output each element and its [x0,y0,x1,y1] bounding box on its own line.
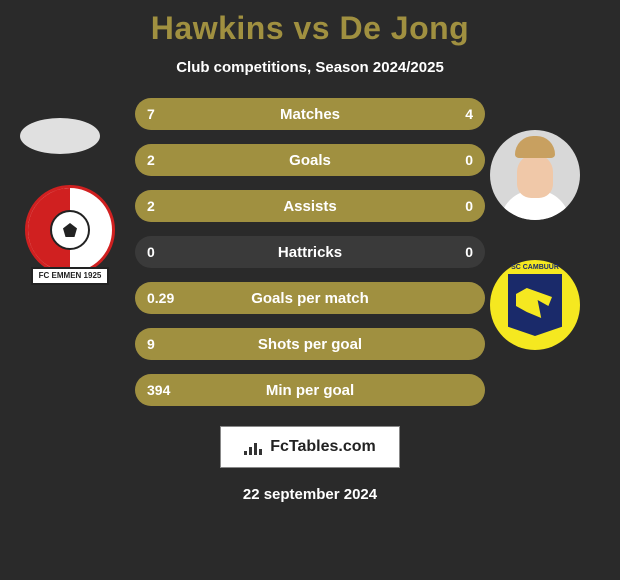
stat-row: 9 Shots per goal [0,328,620,360]
stat-row: 2 0 Goals [0,144,620,176]
stat-label: Hattricks [278,244,342,261]
stat-value-right: 4 [465,106,473,122]
subtitle: Club competitions, Season 2024/2025 [0,59,620,76]
bars-icon [244,439,264,455]
stat-value-left: 394 [147,382,170,398]
brand-text: FcTables.com [270,438,376,456]
stat-bar: 394 Min per goal [135,374,485,406]
stat-bar: 2 0 Goals [135,144,485,176]
stat-label: Goals [289,152,331,169]
stat-label: Goals per match [251,290,369,307]
stat-label: Shots per goal [258,336,362,353]
stat-label: Assists [283,198,336,215]
stat-bar: 0 0 Hattricks [135,236,485,268]
stat-row: 0.29 Goals per match [0,282,620,314]
stat-bar: 2 0 Assists [135,190,485,222]
page-title: Hawkins vs De Jong [0,0,620,47]
stat-value-left: 0.29 [147,290,174,306]
soccer-ball-icon [50,210,90,250]
stat-value-left: 0 [147,244,155,260]
stat-value-left: 2 [147,152,155,168]
stat-bar: 9 Shots per goal [135,328,485,360]
stat-label: Matches [280,106,340,123]
stat-row: 7 4 Matches [0,98,620,130]
stat-row: 394 Min per goal [0,374,620,406]
stat-value-left: 9 [147,336,155,352]
date-label: 22 september 2024 [0,486,620,503]
stat-value-right: 0 [465,244,473,260]
stat-value-left: 2 [147,198,155,214]
stat-row: 2 0 Assists [0,190,620,222]
stat-value-right: 0 [465,198,473,214]
stat-bar: 0.29 Goals per match [135,282,485,314]
stat-value-left: 7 [147,106,155,122]
stat-label: Min per goal [266,382,354,399]
stat-value-right: 0 [465,152,473,168]
brand-logo: FcTables.com [220,426,400,468]
stat-bar: 7 4 Matches [135,98,485,130]
stat-row: 0 0 Hattricks [0,236,620,268]
stats-comparison: 7 4 Matches 2 0 Goals 2 0 Assists 0 0 Hattricks 0.29… [0,98,620,406]
